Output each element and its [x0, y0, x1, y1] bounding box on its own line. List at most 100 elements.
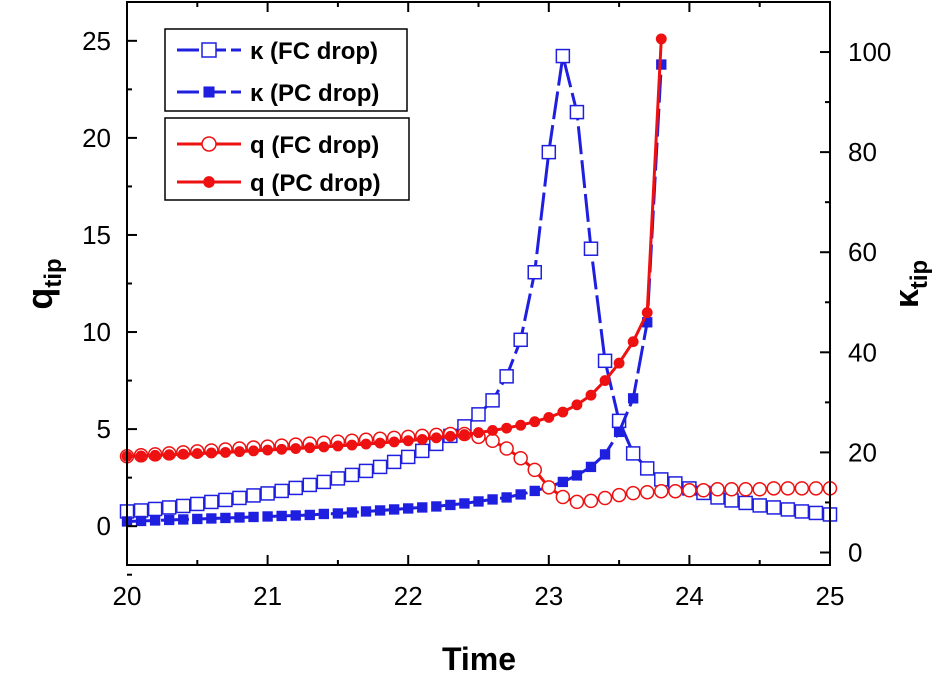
- series-3-point-28: [499, 441, 514, 456]
- series-1-point-15: [316, 474, 332, 490]
- left-axis-title-sub: tip: [40, 258, 67, 287]
- series-2-point-25: [459, 498, 470, 509]
- series-2-point-10: [248, 511, 259, 523]
- series-3-point-32: [555, 489, 571, 505]
- series-2-point-35: [599, 449, 611, 460]
- series-3-point-47: [766, 481, 782, 496]
- series-3-point-39: [654, 483, 669, 499]
- series-3-point-38: [639, 484, 655, 500]
- series-4-point-17: [346, 439, 358, 451]
- y-right-tick-label-3: 40: [848, 337, 877, 367]
- y-left-tick-label-4: 15: [82, 220, 111, 250]
- series-1-point-48: [780, 502, 796, 517]
- series-1-point-46: [752, 498, 767, 513]
- series-3-point-50: [808, 481, 824, 496]
- series-3-point-41: [682, 483, 697, 498]
- series-2-point-26: [473, 496, 484, 507]
- y-right-tick-label-1: 0: [848, 537, 862, 567]
- series-2-point-24: [445, 499, 456, 511]
- legend-marker-3: [201, 136, 217, 152]
- series-3-point-45: [738, 482, 753, 497]
- series-2-point-4: [164, 514, 175, 526]
- series-1-point-38: [639, 461, 655, 476]
- series-4-point-22: [416, 433, 428, 445]
- series-4-point-9: [234, 446, 245, 458]
- series-3-point-30: [527, 462, 542, 478]
- series-4-point-16: [332, 440, 344, 452]
- series-1-point-8: [218, 492, 233, 508]
- series-4-point-11: [262, 444, 274, 456]
- right-axis-title-sub: tip: [906, 260, 933, 289]
- series-1-point-37: [625, 446, 641, 461]
- series-2-point-11: [262, 511, 273, 522]
- series-1-point-5: [175, 498, 191, 514]
- series-1-point-14: [302, 477, 318, 493]
- series-1-point-9: [232, 490, 247, 506]
- series-2-point-12: [276, 510, 287, 522]
- series-3-point-43: [710, 482, 725, 497]
- series-2-point-33: [571, 470, 583, 481]
- series-1-point-7: [204, 494, 219, 510]
- series-4-point-4: [163, 449, 175, 461]
- y-left-tick-label-6: 25: [82, 26, 111, 56]
- x-axis-title: Time: [442, 641, 516, 677]
- series-4-point-28: [501, 422, 513, 434]
- x-tick-label-4: 23: [534, 581, 563, 611]
- series-2-point-29: [515, 489, 526, 500]
- series-3-point-42: [696, 483, 711, 498]
- y-right-tick-label-2: 20: [848, 437, 877, 467]
- series-4-point-30: [529, 416, 541, 428]
- plot-content: [119, 33, 838, 527]
- series-3-point-49: [794, 481, 810, 496]
- series-1-point-3: [147, 501, 163, 517]
- series-1-point-28: [499, 369, 514, 384]
- y-right-tick-label-6: 100: [848, 37, 891, 67]
- series-1-point-11: [260, 486, 275, 501]
- series-1-point-22: [415, 443, 430, 459]
- series-4-point-26: [473, 427, 484, 439]
- series-1-point-26: [471, 407, 486, 422]
- series-3-point-35: [597, 490, 613, 506]
- series-2-point-30: [529, 485, 540, 497]
- left-axis-title-base: q: [19, 288, 60, 310]
- series-3-point-33: [569, 494, 585, 510]
- series-2-point-13: [290, 510, 301, 521]
- x-tick-label-2: 21: [253, 581, 282, 611]
- series-3-point-44: [724, 482, 739, 497]
- series-3-point-37: [625, 485, 641, 501]
- series-4-point-7: [205, 447, 217, 459]
- series-4-point-18: [360, 438, 372, 450]
- series-1-point-35: [597, 353, 613, 369]
- y-left-tick-label-3: 10: [82, 317, 111, 347]
- series-4-point-2: [135, 450, 147, 462]
- series-1-point-17: [344, 467, 360, 483]
- series-1-point-12: [274, 483, 289, 499]
- series-1-point-4: [161, 500, 177, 515]
- legend-marker-2: [203, 86, 215, 98]
- series-1-point-49: [794, 504, 810, 519]
- series-2-point-17: [346, 507, 358, 518]
- legend-marker-4: [203, 176, 215, 188]
- series-2-point-2: [135, 515, 147, 527]
- series-4-point-21: [402, 435, 414, 447]
- series-1-point-2: [133, 503, 149, 518]
- series-3-point-48: [780, 481, 796, 496]
- series-1-point-13: [288, 480, 303, 496]
- series-4-point-37: [627, 336, 639, 348]
- series-2-point-6: [192, 513, 203, 525]
- y-left-tick-label-1: 0: [97, 511, 111, 541]
- y-right-tick-label-5: 80: [848, 137, 877, 167]
- series-4-point-32: [557, 406, 569, 418]
- series-1-point-32: [555, 48, 571, 64]
- series-4-point-39: [655, 33, 667, 45]
- series-3-point-31: [541, 480, 557, 495]
- series-4-point-34: [585, 389, 597, 401]
- series-4-point-24: [444, 430, 456, 442]
- series-2-point-14: [304, 509, 315, 521]
- series-1-point-19: [372, 459, 388, 475]
- series-2-point-16: [332, 508, 344, 519]
- series-4-point-14: [304, 442, 316, 454]
- series-1-point-27: [485, 393, 500, 408]
- series-2-point-5: [178, 514, 189, 525]
- series-4-point-25: [459, 429, 470, 440]
